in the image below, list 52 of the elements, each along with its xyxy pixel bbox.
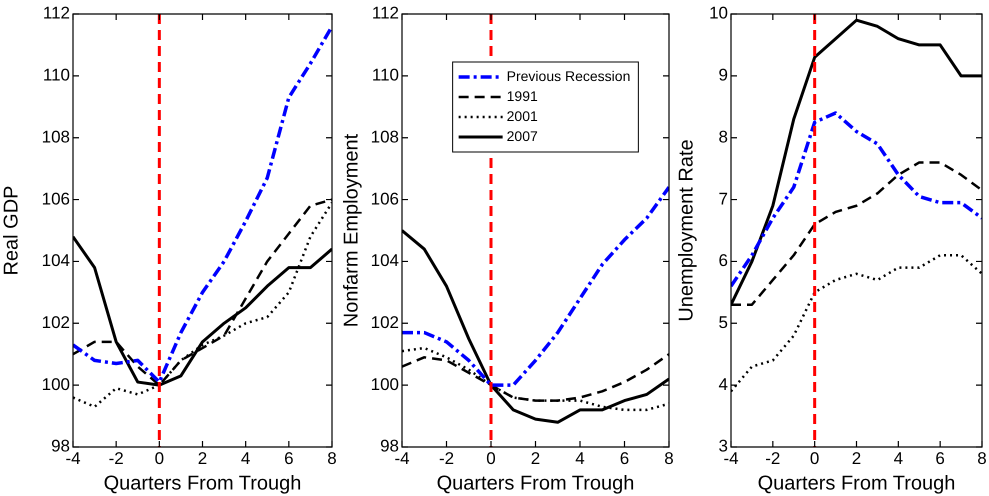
x-tick-label: 6 — [284, 448, 294, 468]
legend-label: 2007 — [506, 128, 538, 144]
y-tick-label: 5 — [718, 312, 728, 332]
y-tick-label: 110 — [372, 66, 399, 85]
x-tick-label: 6 — [935, 448, 945, 468]
y-tick-label: 98 — [51, 436, 70, 456]
x-tick-label: 4 — [894, 448, 904, 468]
y-tick-label: 8 — [718, 127, 728, 146]
x-tick-label: -2 — [108, 448, 124, 468]
x-tick-label: 4 — [575, 448, 585, 468]
x-tick-label: 0 — [486, 448, 496, 468]
x-tick-label: 0 — [154, 448, 164, 468]
x-axis-title: Quarters From Trough — [436, 472, 634, 495]
x-tick-label: 2 — [198, 448, 208, 468]
y-tick-label: 112 — [372, 4, 399, 23]
y-tick-label: 108 — [370, 127, 399, 146]
y-tick-label: 3 — [718, 436, 728, 456]
x-tick-label: 4 — [240, 448, 250, 468]
y-tick-label: 110 — [42, 66, 70, 85]
x-axis-title: Quarters From Trough — [104, 472, 302, 495]
legend-label: 2001 — [506, 108, 538, 124]
x-axis-title: Quarters From Trough — [758, 472, 956, 495]
y-tick-label: 106 — [42, 189, 70, 208]
x-tick-label: 2 — [852, 448, 862, 468]
x-tick-label: 2 — [530, 448, 540, 468]
y-tick-label: 102 — [370, 312, 399, 332]
y-axis-title: Unemployment Rate — [676, 139, 698, 322]
legend-label: Previous Recession — [506, 68, 630, 84]
x-tick-label: 0 — [810, 448, 820, 468]
y-tick-label: 106 — [370, 189, 399, 208]
y-tick-label: 108 — [42, 127, 70, 146]
y-tick-label: 9 — [718, 66, 728, 85]
x-tick-label: 8 — [977, 448, 987, 468]
y-axis-title: Nonfarm Employment — [340, 133, 363, 328]
y-tick-label: 6 — [718, 251, 728, 270]
y-tick-label: 112 — [42, 4, 70, 23]
x-tick-label: -2 — [765, 448, 780, 468]
y-tick-label: 10 — [709, 4, 728, 23]
x-tick-label: 8 — [327, 448, 337, 468]
x-tick-label: -2 — [438, 448, 454, 468]
y-tick-label: 7 — [718, 189, 728, 208]
y-tick-label: 4 — [718, 374, 728, 394]
y-tick-label: 102 — [42, 312, 70, 332]
y-tick-label: 100 — [42, 374, 70, 394]
y-tick-label: 104 — [370, 251, 399, 270]
y-axis-title: Real GDP — [0, 185, 23, 276]
y-tick-label: 98 — [380, 436, 399, 456]
y-tick-label: 104 — [42, 251, 70, 270]
x-tick-label: 8 — [664, 448, 674, 468]
legend-label: 1991 — [506, 88, 538, 104]
y-tick-label: 100 — [370, 374, 399, 394]
x-tick-label: 6 — [620, 448, 630, 468]
